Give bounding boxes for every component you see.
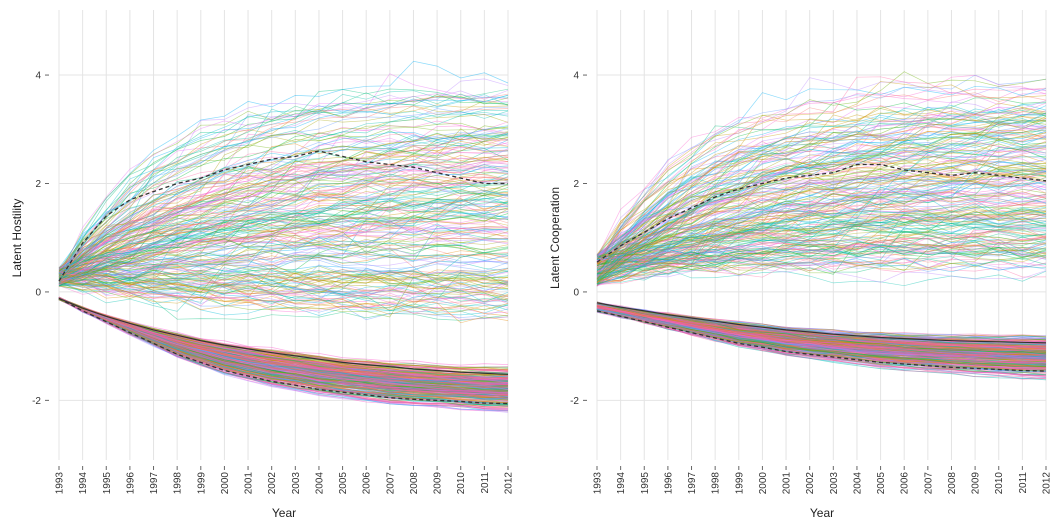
cooperation-y-ticks: -2 0 2 4	[570, 71, 587, 407]
hostility-x-tick-label: 1997	[149, 472, 160, 495]
cooperation-x-tick-label: 1998	[711, 472, 722, 495]
hostility-x-tick-label: 2010	[456, 472, 467, 495]
hostility-panel: -2 0 2 4 1993 1994 1995 1996 1997 1998 1999 2000 20…	[10, 10, 515, 520]
cooperation-x-tick-label: 1994	[616, 472, 627, 495]
cooperation-x-tick-label: 2010	[994, 472, 1005, 495]
hostility-x-tick-label: 1999	[196, 472, 207, 495]
cooperation-x-tick-label: 2012	[1042, 472, 1053, 495]
hostility-trajectory-bundle	[59, 61, 508, 412]
cooperation-y-tick-label: -2	[570, 396, 579, 407]
hostility-x-tick-label: 1996	[125, 472, 136, 495]
hostility-x-tick-label: 2005	[338, 472, 349, 495]
cooperation-x-tick-label: 1999	[734, 472, 745, 495]
cooperation-y-tick-label: 4	[573, 71, 579, 82]
hostility-x-tick-label: 1993	[55, 472, 66, 495]
cooperation-x-tick-label: 2001	[782, 472, 793, 495]
hostility-y-tick-label: 4	[35, 71, 41, 82]
hostility-x-tick-label: 2012	[504, 472, 515, 495]
cooperation-x-tick-label: 1997	[687, 472, 698, 495]
cooperation-x-tick-label: 2011	[1018, 472, 1029, 494]
hostility-x-tick-label: 1994	[78, 472, 89, 495]
cooperation-y-axis-label: Latent Cooperation	[548, 187, 562, 289]
hostility-x-tick-label: 2007	[385, 472, 396, 495]
cooperation-panel: -2 0 2 4 1993 1994 1995 1996 1997 1998 1999 2000 20…	[548, 10, 1053, 520]
cooperation-x-axis-label: Year	[810, 506, 834, 520]
cooperation-x-tick-label: 2000	[758, 472, 769, 495]
cooperation-x-tick-label: 1996	[663, 472, 674, 495]
cooperation-x-tick-label: 2006	[900, 472, 911, 495]
hostility-x-tick-label: 2009	[433, 472, 444, 495]
hostility-x-tick-label: 2011	[480, 472, 491, 494]
cooperation-x-tick-label: 2004	[852, 472, 863, 495]
hostility-y-tick-label: 2	[35, 179, 41, 190]
cooperation-x-ticks: 1993 1994 1995 1996 1997 1998 1999 2000 2001 2002…	[593, 466, 1053, 494]
hostility-x-tick-label: 2002	[267, 472, 278, 495]
hostility-x-tick-label: 2001	[244, 472, 255, 495]
hostility-y-tick-label: 0	[35, 287, 41, 298]
cooperation-x-tick-label: 2008	[947, 472, 958, 495]
cooperation-x-tick-label: 2003	[829, 472, 840, 495]
hostility-x-tick-label: 1998	[173, 472, 184, 495]
hostility-x-tick-label: 2003	[291, 472, 302, 495]
cooperation-y-tick-label: 0	[573, 287, 579, 298]
cooperation-x-tick-label: 1995	[640, 472, 651, 495]
hostility-x-tick-label: 2008	[409, 472, 420, 495]
hostility-y-tick-label: -2	[32, 396, 41, 407]
hostility-x-tick-label: 2006	[362, 472, 373, 495]
cooperation-y-tick-label: 2	[573, 179, 579, 190]
hostility-x-tick-label: 2000	[220, 472, 231, 495]
hostility-x-ticks: 1993 1994 1995 1996 1997 1998 1999 2000 2001 2002…	[55, 466, 515, 494]
hostility-y-axis-label: Latent Hostility	[10, 199, 24, 278]
hostility-trajectory	[59, 140, 508, 280]
hostility-x-tick-label: 1995	[102, 472, 113, 495]
cooperation-x-tick-label: 2009	[971, 472, 982, 495]
hostility-x-tick-label: 2004	[314, 472, 325, 495]
cooperation-x-tick-label: 1993	[593, 472, 604, 495]
hostility-y-ticks: -2 0 2 4	[32, 71, 49, 407]
hostility-x-axis-label: Year	[272, 506, 296, 520]
cooperation-x-tick-label: 2002	[805, 472, 816, 495]
cooperation-x-tick-label: 2007	[923, 472, 934, 495]
cooperation-x-tick-label: 2005	[876, 472, 887, 495]
